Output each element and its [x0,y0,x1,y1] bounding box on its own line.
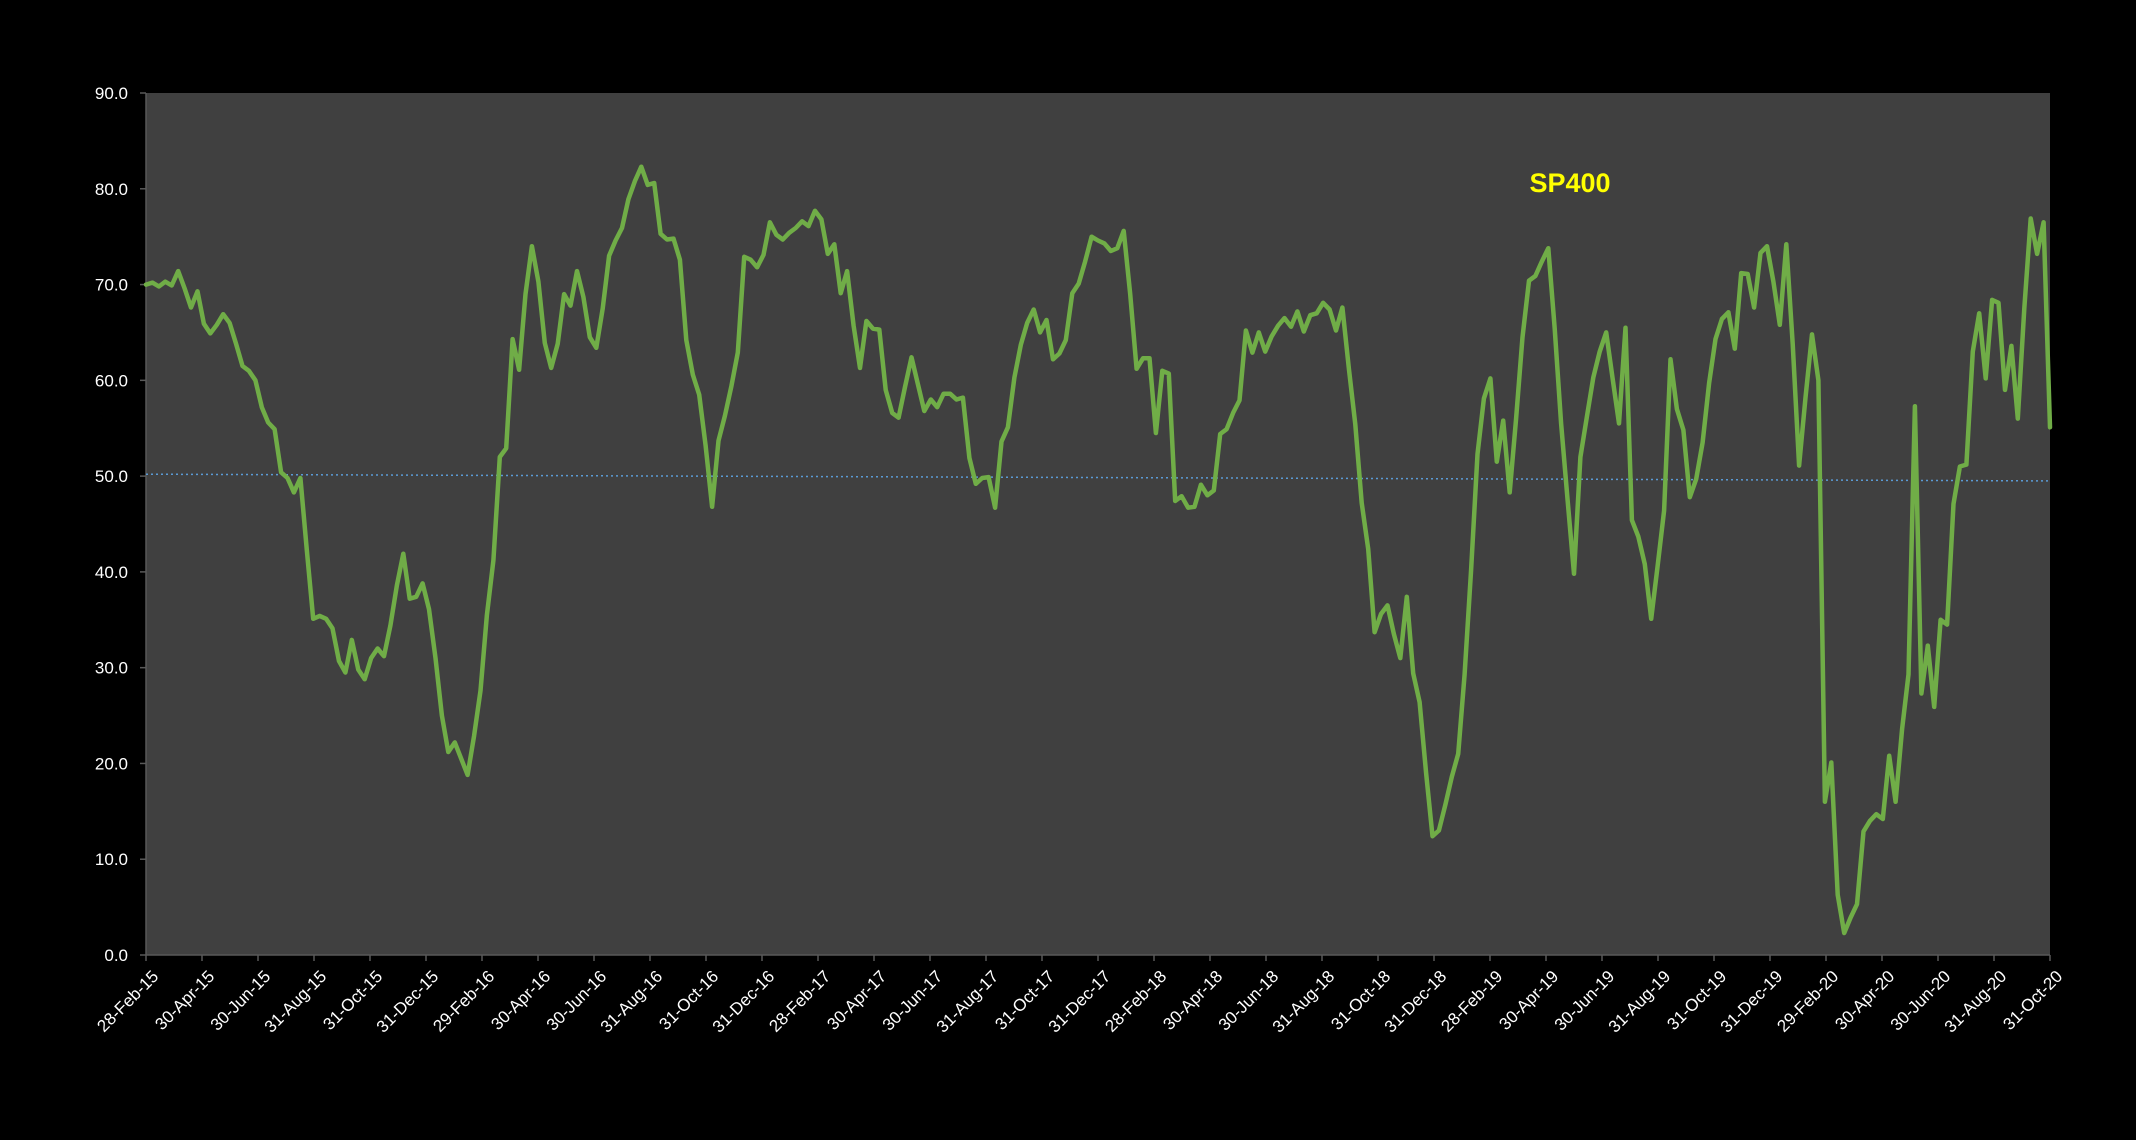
series-line-sp400 [143,164,2053,936]
y-tick-label: 30.0 [95,659,128,678]
y-tick-label: 10.0 [95,850,128,869]
y-tick-label: 40.0 [95,563,128,582]
y-tick-label: 90.0 [95,84,128,103]
y-tick-label: 0.0 [104,946,128,965]
y-tick-label: 80.0 [95,180,128,199]
plot-area [146,93,2050,955]
y-axis-ticks: 0.0 10.0 20.0 30.0 40.0 50.0 60.0 70.0 80.0 90.0 [95,84,146,965]
chart-annotation-sp400: SP400 [1529,168,1610,198]
reference-line-50 [145,473,2051,482]
y-tick-label: 70.0 [95,276,128,295]
y-tick-label: 50.0 [95,467,128,486]
y-tick-label: 60.0 [95,371,128,390]
y-tick-label: 20.0 [95,754,128,773]
